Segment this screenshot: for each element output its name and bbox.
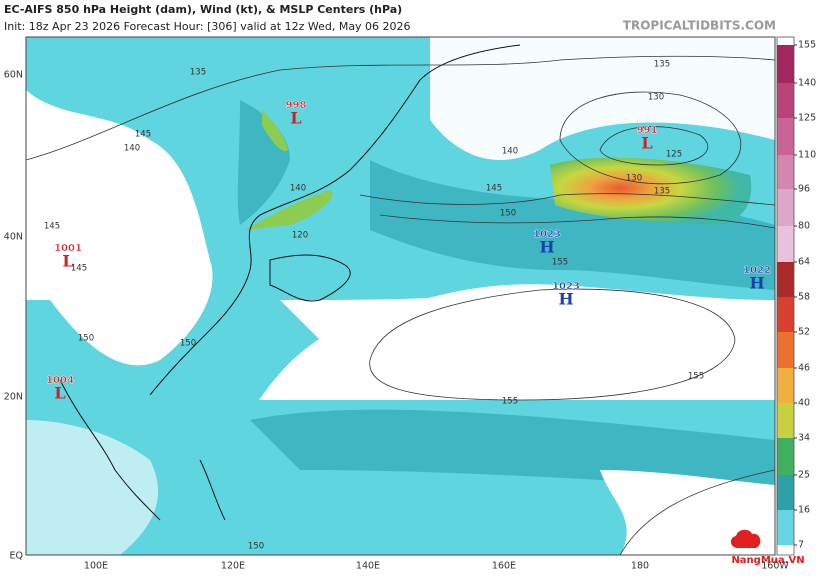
colorbar-tick-label: 64 (798, 257, 810, 268)
center-pressure: 991 (637, 125, 658, 136)
contour-label: 150 (248, 542, 264, 552)
colorbar-segment (777, 262, 794, 297)
colorbar-tick-label: 125 (798, 113, 816, 124)
colorbar-segment (777, 510, 794, 545)
colorbar-segment (777, 297, 794, 332)
center-symbol: H (539, 238, 554, 257)
colorbar-segment (777, 438, 794, 475)
lon-label: 160W (761, 561, 789, 572)
colorbar-segment (777, 403, 794, 438)
center-symbol: H (749, 274, 764, 293)
center-pressure: 1023 (533, 229, 561, 240)
contour-label: 140 (502, 147, 518, 157)
subtitle: Init: 18z Apr 23 2026 Forecast Hour: [30… (4, 20, 411, 33)
colorbar-tick-label: 40 (798, 398, 810, 409)
contour-label: 150 (78, 334, 94, 344)
center-pressure: 1022 (743, 265, 771, 276)
colorbar-tick-label: 58 (798, 292, 810, 303)
colorbar-segment (777, 189, 794, 226)
watermark-logo: NangMua.VN (730, 529, 805, 566)
colorbar: 155 140 125 110 96 80 64 58 52 46 40 34 25 16 7 (776, 36, 816, 556)
colorbar-tick-label: 80 (798, 221, 810, 232)
center-symbol: L (290, 109, 301, 128)
colorbar-tick-label: 7 (798, 540, 804, 551)
colorbar-segment (777, 155, 794, 189)
colorbar-segment (777, 368, 794, 403)
colorbar-tick-label: 25 (798, 470, 810, 481)
lon-label: 120E (221, 561, 245, 572)
center-pressure: 1004 (46, 375, 74, 386)
map-field (26, 37, 775, 555)
contour-label: 130 (648, 93, 664, 103)
lon-label: 160E (492, 561, 516, 572)
lat-label: 60N (4, 70, 23, 81)
contour-label: 140 (124, 144, 140, 154)
center-pressure: 1001 (54, 243, 82, 254)
colorbar-tick-label: 155 (798, 40, 816, 51)
map-frame (25, 36, 776, 556)
contour-label: 135 (190, 68, 206, 78)
contour-label: 130 (626, 174, 642, 184)
contour-label: 145 (71, 264, 87, 274)
colorbar-tick-label: 140 (798, 78, 816, 89)
colorbar-tick-label: 110 (798, 150, 816, 161)
contour-label: 155 (688, 372, 704, 382)
center-symbol: L (641, 134, 652, 153)
lat-label: EQ (10, 551, 23, 562)
colorbar-tick-label: 46 (798, 363, 810, 374)
colorbar-tick-label: 34 (798, 433, 810, 444)
contour-label: 135 (654, 60, 670, 70)
contour-label: 145 (44, 222, 60, 232)
lon-label: 140E (356, 561, 380, 572)
colorbar-segment (777, 118, 794, 155)
title: EC-AIFS 850 hPa Height (dam), Wind (kt),… (4, 3, 402, 16)
contour-label: 155 (502, 397, 518, 407)
center-pressure: 1023 (552, 281, 580, 292)
colorbar-tick-label: 16 (798, 505, 810, 516)
colorbar-segment (777, 332, 794, 368)
center-symbol: H (558, 290, 573, 309)
center-pressure: 998 (286, 100, 307, 111)
contour-label: 145 (135, 130, 151, 140)
contour-label: 120 (292, 231, 308, 241)
lon-label: 100E (84, 561, 108, 572)
contour-label: 135 (654, 187, 670, 197)
colorbar-segment (777, 226, 794, 262)
colorbar-segment (777, 45, 794, 83)
contour-label: 155 (552, 258, 568, 268)
colorbar-segment (777, 83, 794, 118)
colorbar-frame (776, 36, 795, 556)
contour-label: 140 (290, 184, 306, 194)
source-watermark: TROPICALTIDBITS.COM (623, 19, 776, 33)
lat-label: 40N (4, 232, 23, 243)
contour-label: 125 (666, 150, 682, 160)
watermark-text: NangMua.VN (731, 555, 804, 566)
contour-label: 145 (486, 184, 502, 194)
center-symbol: L (62, 252, 73, 271)
colorbar-tick-label: 52 (798, 327, 810, 338)
center-symbol: L (54, 384, 65, 403)
colorbar-segment (777, 475, 794, 510)
lon-label: 180 (631, 561, 649, 572)
colorbar-tick-label: 96 (798, 184, 810, 195)
contour-label: 150 (180, 339, 196, 349)
lat-label: 20N (4, 392, 23, 403)
contour-label: 150 (500, 209, 516, 219)
